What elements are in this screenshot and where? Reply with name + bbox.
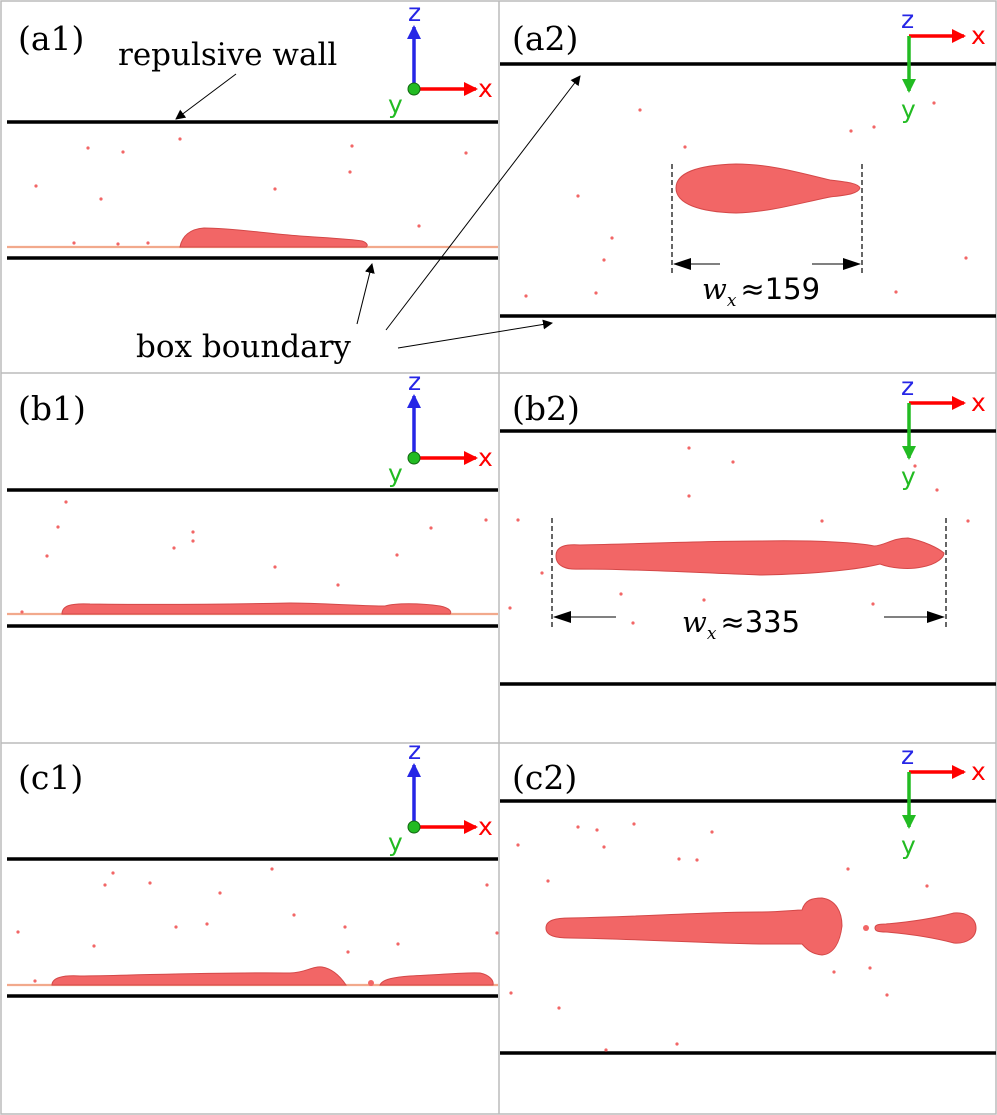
axis-triad-b2: z y x (901, 372, 986, 491)
droplet-a2 (675, 163, 861, 214)
droplet-c1-right (379, 972, 494, 986)
vapor-particles-b2 (508, 446, 970, 625)
panel-a2: (a2) wx ≈159 z y x (500, 5, 996, 318)
svg-text:z: z (901, 372, 914, 401)
panel-c2: (c2) z y x (500, 741, 996, 1055)
panel-c1: (c1) z y x (7, 736, 499, 998)
axis-triad-a1: z y x (388, 0, 493, 119)
droplet-b1 (61, 602, 452, 615)
vapor-particles-c1 (16, 867, 499, 983)
panel-b2: (b2) wx ≈335 z y x (500, 372, 996, 686)
vapor-particles-a1 (34, 137, 468, 246)
width-measure-b2: wx ≈335 (682, 605, 800, 644)
box-boundary-arrow-a1 (356, 263, 375, 325)
width-measure-a2: wx ≈159 (702, 272, 820, 311)
panel-label-c1: (c1) (18, 758, 83, 797)
svg-text:y: y (388, 459, 403, 488)
svg-text:x: x (971, 388, 986, 417)
svg-text:x: x (971, 21, 986, 50)
axis-triad-c2: z y x (901, 741, 986, 860)
droplet-c2-right (874, 912, 977, 944)
panel-b1: (b1) z y x (7, 367, 498, 628)
svg-text:x: x (478, 74, 493, 103)
vapor-particles-b1 (20, 500, 488, 614)
droplet-c2-left (545, 897, 843, 956)
svg-text:x: x (971, 757, 986, 786)
panel-label-a1: (a1) (18, 19, 84, 58)
vapor-particles-a2 (524, 101, 968, 298)
repulsive-wall-arrow (175, 73, 237, 120)
svg-text:z: z (408, 736, 421, 765)
panel-a1: (a1) z y x repulsive wall (7, 0, 498, 260)
svg-text:y: y (388, 90, 403, 119)
svg-text:z: z (901, 741, 914, 770)
axis-triad-b1: z y x (388, 367, 493, 488)
svg-text:y: y (388, 828, 403, 857)
svg-text:z: z (901, 5, 914, 34)
vapor-particles-c2 (509, 822, 929, 1052)
svg-text:z: z (408, 367, 421, 396)
panel-label-c2: (c2) (512, 758, 577, 797)
satellite-droplet-c2 (863, 925, 869, 931)
box-boundary-arrow-a2-bottom (397, 319, 553, 349)
droplet-a1 (179, 227, 368, 248)
box-boundary-annotation: box boundary (136, 75, 581, 365)
svg-text:x: x (478, 812, 493, 841)
axis-triad-c1: z y x (388, 736, 493, 857)
panel-label-b1: (b1) (18, 389, 86, 428)
droplet-b2 (555, 537, 945, 576)
repulsive-wall-label: repulsive wall (118, 37, 337, 73)
panel-label-a2: (a2) (512, 19, 578, 58)
svg-text:y: y (901, 831, 916, 860)
satellite-droplet-c1 (368, 980, 374, 986)
svg-text:y: y (901, 95, 916, 124)
svg-text:x: x (478, 443, 493, 472)
axis-triad-a2: z y x (901, 5, 986, 124)
box-boundary-arrow-a2-top (385, 75, 581, 331)
panel-label-b2: (b2) (512, 389, 580, 428)
droplet-c1-left (51, 966, 347, 986)
svg-text:z: z (408, 0, 421, 27)
box-boundary-label: box boundary (136, 329, 351, 365)
svg-text:y: y (901, 462, 916, 491)
